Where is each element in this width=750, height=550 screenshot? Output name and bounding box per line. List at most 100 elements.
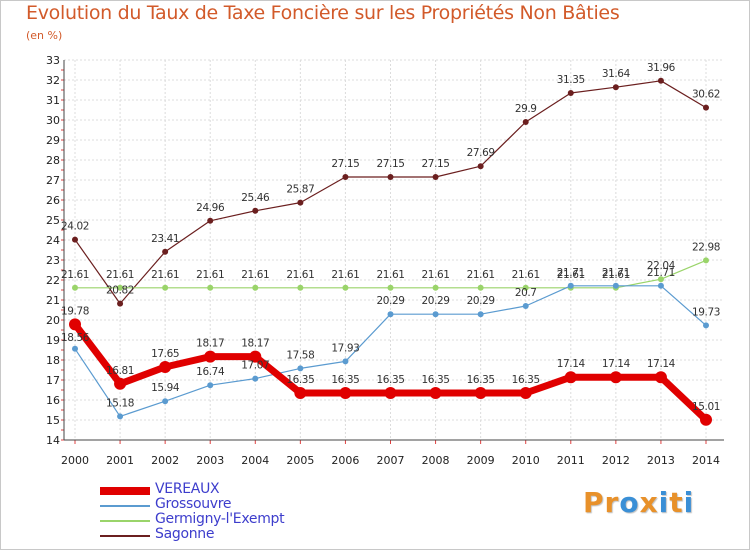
data-labels: 24.02 20.82 23.41 24.96 25.46 25.87 27.15 27.15… <box>61 62 720 413</box>
x-tick-label: 2006 <box>331 454 359 467</box>
data-label: 31.35 <box>557 74 585 86</box>
data-label: 21.61 <box>196 269 224 281</box>
data-label: 15.01 <box>692 401 720 413</box>
y-tick-label: 22 <box>46 274 60 287</box>
x-tick-label: 2008 <box>422 454 450 467</box>
data-point <box>429 387 442 399</box>
x-tick-label: 2007 <box>377 454 405 467</box>
data-point <box>342 358 349 365</box>
data-point <box>657 77 664 84</box>
data-point <box>162 398 169 405</box>
legend-swatch <box>100 505 150 507</box>
data-point <box>474 387 487 399</box>
data-label: 17.93 <box>331 342 359 354</box>
data-label: 21.61 <box>61 269 89 281</box>
data-label: 15.94 <box>151 382 180 394</box>
y-tick-label: 33 <box>46 54 60 67</box>
data-point <box>117 413 124 420</box>
data-point <box>252 284 259 291</box>
legend-label: VEREAUX <box>155 481 220 497</box>
x-tick-label: 2002 <box>151 454 179 467</box>
data-point <box>654 371 667 384</box>
logo-letter: i <box>683 486 695 519</box>
data-label: 16.74 <box>196 366 225 378</box>
y-tick-label: 24 <box>46 234 60 247</box>
x-tick-labels: 2000 2001 2002 2003 2004 2005 2006 2007 2008 2009… <box>61 454 720 467</box>
data-point <box>703 104 709 111</box>
data-point <box>117 300 124 307</box>
data-point <box>72 345 78 352</box>
x-tick-label: 2013 <box>647 454 675 467</box>
data-label: 21.61 <box>512 269 540 281</box>
data-label: 25.87 <box>286 184 314 196</box>
data-label: 21.61 <box>241 269 269 281</box>
y-tick-label: 29 <box>46 134 60 147</box>
y-tick-label: 17 <box>46 374 60 387</box>
data-label: 27.15 <box>331 158 359 170</box>
data-point <box>432 174 439 180</box>
legend-label: Sagonne <box>155 526 215 542</box>
data-point <box>207 217 214 224</box>
data-label: 19.78 <box>61 305 89 317</box>
data-label: 21.61 <box>331 269 359 281</box>
legend-label: Germigny-l'Exempt <box>155 511 285 527</box>
proxiti-logo: Proxiti <box>583 486 694 519</box>
x-tick-label: 2014 <box>692 454 720 467</box>
data-label: 18.56 <box>61 332 90 344</box>
logo-letter: t <box>669 486 684 519</box>
y-tick-label: 32 <box>46 74 60 87</box>
x-tick-label: 2000 <box>61 454 89 467</box>
data-point <box>114 377 127 390</box>
data-point <box>567 90 574 96</box>
legend-label: Grossouvre <box>155 496 232 512</box>
data-point <box>609 371 622 384</box>
legend-swatch <box>100 535 150 537</box>
data-point <box>72 236 78 243</box>
data-point <box>567 282 574 289</box>
series-group <box>69 77 712 426</box>
data-point <box>519 387 532 399</box>
data-label: 16.35 <box>422 374 450 386</box>
data-point <box>117 284 124 291</box>
axes <box>61 60 724 444</box>
data-point <box>339 387 352 399</box>
data-label: 27.15 <box>376 158 404 170</box>
y-tick-label: 19 <box>46 334 60 347</box>
data-point <box>252 207 259 214</box>
data-label: 22.04 <box>647 260 676 272</box>
data-point <box>162 248 169 255</box>
data-label: 17.07 <box>241 360 269 372</box>
data-point <box>564 371 577 384</box>
data-label: 24.96 <box>196 202 225 214</box>
y-tick-labels: 14 15 16 17 18 19 20 21 22 23 24 25 26 27 28 29 30 31 32 33 <box>46 54 60 447</box>
logo-letter: i <box>658 486 670 519</box>
y-tick-label: 23 <box>46 254 60 267</box>
data-point <box>477 163 484 170</box>
data-label: 31.96 <box>647 62 676 74</box>
data-label: 21.61 <box>557 269 585 281</box>
data-point <box>703 257 709 264</box>
data-label: 16.35 <box>376 374 404 386</box>
logo-letter: x <box>639 486 659 519</box>
data-label: 21.61 <box>106 269 134 281</box>
data-point <box>387 311 394 318</box>
data-label: 31.64 <box>602 68 631 80</box>
data-label: 16.35 <box>467 374 495 386</box>
y-tick-label: 16 <box>46 394 60 407</box>
data-label: 21.61 <box>151 269 179 281</box>
x-tick-label: 2010 <box>512 454 540 467</box>
data-label: 21.61 <box>602 269 630 281</box>
data-point <box>477 311 484 318</box>
data-point <box>159 361 172 373</box>
data-label: 18.17 <box>196 338 224 350</box>
data-point <box>522 303 529 309</box>
data-label: 20.29 <box>422 295 450 307</box>
y-tick-label: 15 <box>46 414 60 427</box>
data-label: 17.65 <box>151 348 179 360</box>
logo-letter: P <box>583 486 605 519</box>
data-label: 21.61 <box>376 269 404 281</box>
data-point <box>162 284 169 291</box>
data-label: 27.69 <box>467 147 495 159</box>
data-point <box>432 284 439 291</box>
